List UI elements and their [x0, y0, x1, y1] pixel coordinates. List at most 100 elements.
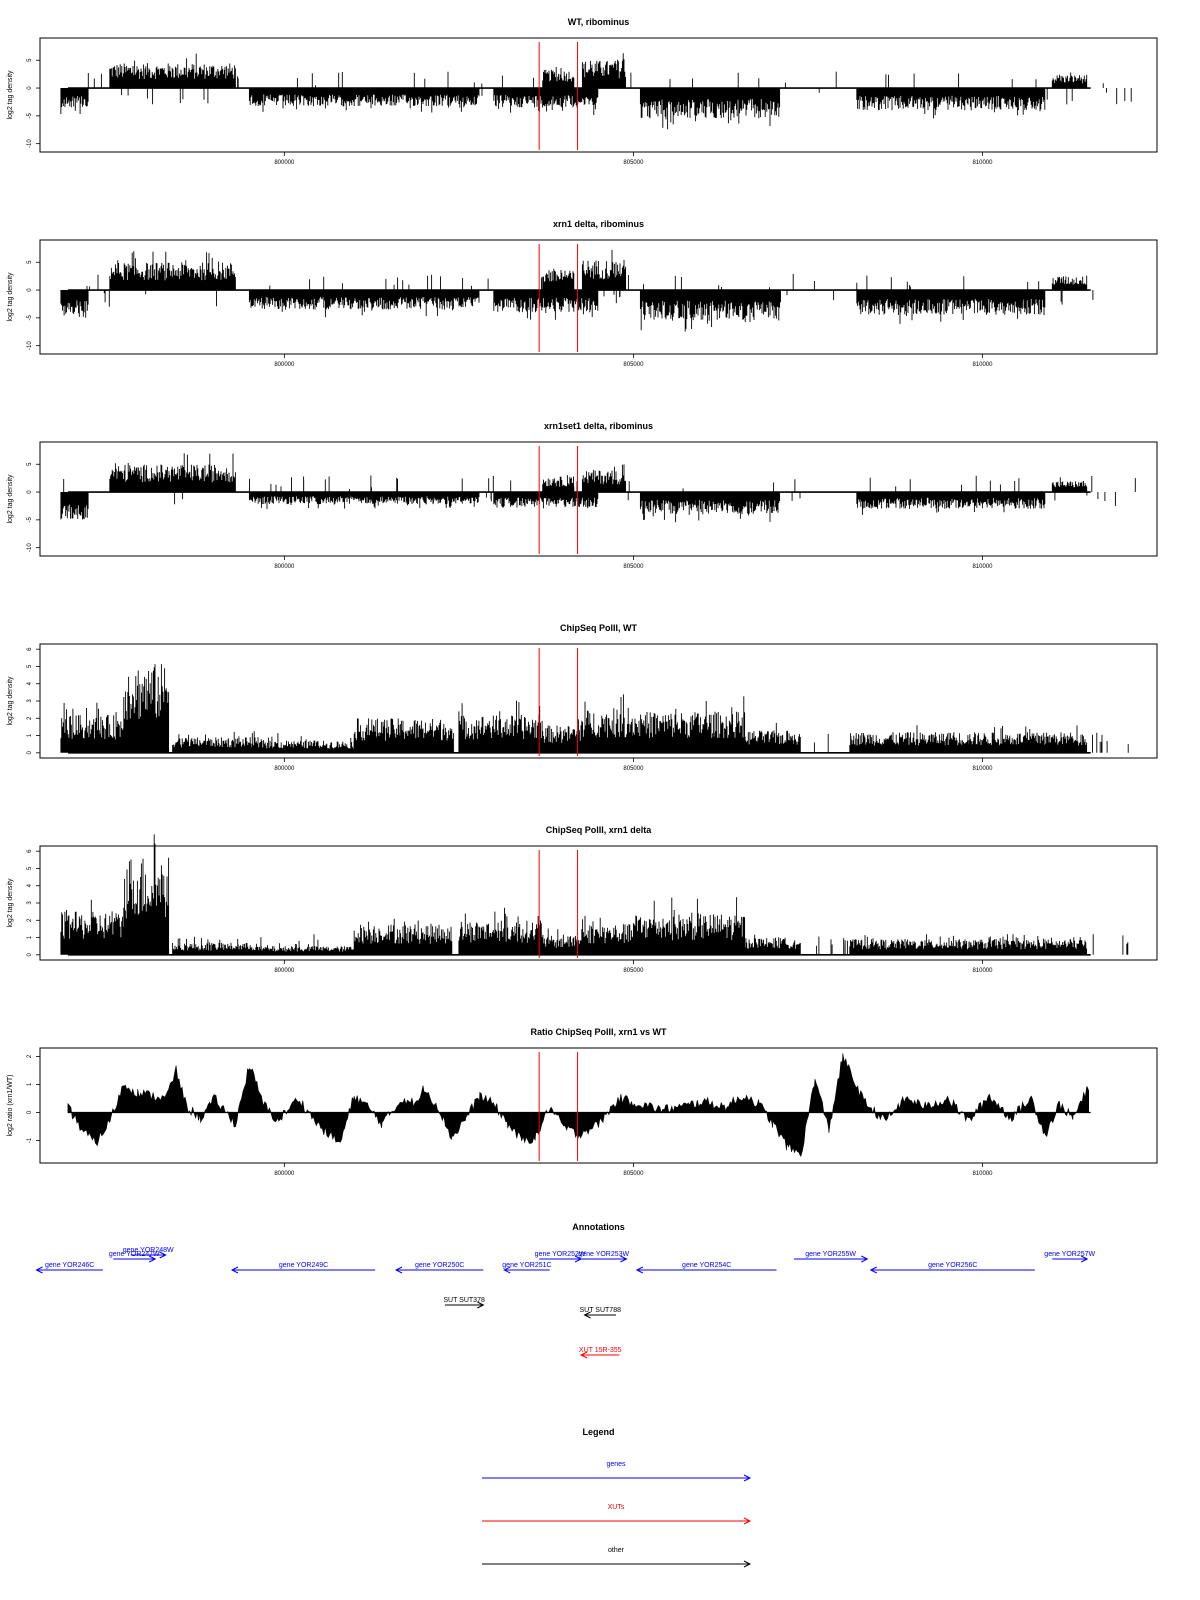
y-tick-label: 5 [27, 260, 33, 264]
gene-arrow-head [1080, 1255, 1089, 1263]
y-tick-label: 0 [27, 86, 33, 90]
x-tick-label: 805000 [623, 160, 644, 166]
plot-frame [39, 239, 1158, 355]
plot-frame [39, 1047, 1158, 1164]
legend-label: XUTs [608, 1504, 625, 1511]
sut-arrow-head [583, 1311, 591, 1319]
plot-frame [39, 37, 1158, 153]
y-tick-label: 0 [27, 952, 33, 956]
gene-arrow-head [620, 1255, 628, 1263]
xut-label: XUT 15R-355 [579, 1347, 622, 1354]
legend-label: genes [606, 1461, 626, 1468]
gene-label: gene YOR246C [45, 1262, 94, 1269]
legend-arrow-head [743, 1560, 752, 1568]
y-tick-label: 1 [27, 1082, 33, 1086]
y-tick-label: -1 [27, 1137, 33, 1143]
legend-arrow-head [743, 1517, 752, 1525]
ratio-area [67, 1053, 1089, 1157]
legend-label: other [608, 1547, 625, 1554]
y-tick-label: 0 [27, 490, 33, 494]
gene-label: gene YOR252W [535, 1251, 586, 1258]
signal-bars [60, 453, 1136, 523]
y-axis-label: log2 tag density [7, 474, 14, 524]
y-tick-label: 1 [27, 733, 33, 737]
x-tick-label: 805000 [623, 766, 644, 772]
legend-title: Legend [582, 1427, 614, 1437]
y-tick-label: 0 [27, 1110, 33, 1114]
y-tick-label: 2 [27, 716, 33, 720]
x-tick-label: 805000 [623, 564, 644, 570]
gene-arrow-head [35, 1266, 43, 1274]
y-tick-label: -5 [27, 315, 33, 321]
panel-3: xrn1set1 delta, ribominus log2 tag densit… [7, 421, 1158, 570]
panel-title: WT, ribominus [568, 17, 630, 27]
x-tick-label: 800000 [274, 968, 295, 974]
x-tick-label: 810000 [972, 968, 993, 974]
y-tick-label: 4 [27, 883, 33, 887]
x-tick-label: 800000 [274, 362, 295, 368]
x-tick-label: 800000 [274, 766, 295, 772]
gene-arrow-head [503, 1266, 511, 1274]
y-axis-label: log2 tag density [7, 676, 14, 726]
panel-2: xrn1 delta, ribominus log2 tag density -10… [7, 219, 1158, 368]
x-tick-label: 800000 [274, 1171, 295, 1177]
gene-arrow-head [861, 1255, 869, 1263]
gene-arrow-head [869, 1266, 877, 1274]
panel-title: xrn1set1 delta, ribominus [544, 421, 653, 431]
y-tick-label: -10 [27, 139, 33, 148]
gene-arrow-head [159, 1251, 167, 1259]
gene-label: gene YOR256C [928, 1262, 977, 1269]
sut-arrow-head [477, 1301, 485, 1309]
y-tick-label: 4 [27, 681, 33, 685]
gene-label: gene YOR249C [279, 1262, 328, 1269]
panel-title: Ratio ChipSeq PolII, xrn1 vs WT [530, 1027, 667, 1037]
y-tick-label: -5 [27, 517, 33, 523]
panel-5: ChipSeq PolII, xrn1 delta log2 tag densit… [7, 825, 1158, 974]
y-axis-label: log2 ratio (xrn1/WT) [7, 1075, 14, 1137]
x-tick-label: 810000 [972, 160, 993, 166]
y-tick-label: 0 [27, 288, 33, 292]
y-axis-label: log2 tag density [7, 272, 14, 322]
plot-frame [39, 441, 1158, 557]
x-tick-label: 805000 [623, 362, 644, 368]
sut-label: SUT SUT378 [443, 1297, 485, 1304]
panel-6: Ratio ChipSeq PolII, xrn1 vs WT log2 rati… [7, 1027, 1158, 1177]
y-axis-label: log2 tag density [7, 70, 14, 120]
y-tick-label: 1 [27, 935, 33, 939]
signal-bars [60, 249, 1094, 332]
y-tick-label: 5 [27, 462, 33, 466]
gene-label: gene YOR251C [502, 1262, 551, 1269]
gene-label: gene YOR257W [1044, 1251, 1095, 1258]
panel-1: WT, ribominus log2 tag density -10 -5 0 5 8000… [7, 17, 1158, 166]
gene-label: gene YOR254C [682, 1262, 731, 1269]
y-tick-label: 3 [27, 699, 33, 703]
y-tick-label: 0 [27, 750, 33, 754]
y-tick-label: 2 [27, 1054, 33, 1058]
gene-label: gene YOR248W [123, 1247, 174, 1254]
sut-label: SUT SUT788 [579, 1307, 621, 1314]
x-tick-label: 810000 [972, 1171, 993, 1177]
y-tick-label: -10 [27, 341, 33, 350]
signal-bars [60, 53, 1132, 130]
y-tick-label: 5 [27, 664, 33, 668]
annotations-title: Annotations [572, 1222, 625, 1232]
y-tick-label: 3 [27, 901, 33, 905]
x-tick-label: 800000 [274, 160, 295, 166]
gene-arrow-head [635, 1266, 644, 1274]
xut-arrow-head [579, 1351, 588, 1359]
x-tick-label: 805000 [623, 968, 644, 974]
y-tick-label: 5 [27, 58, 33, 62]
y-tick-label: 5 [27, 866, 33, 870]
x-tick-label: 810000 [972, 362, 993, 368]
gene-arrow-head [394, 1266, 403, 1274]
x-tick-label: 800000 [274, 564, 295, 570]
panel-title: xrn1 delta, ribominus [553, 219, 644, 229]
x-tick-label: 805000 [623, 1171, 644, 1177]
y-tick-label: 6 [27, 849, 33, 853]
legend-arrow-head [743, 1474, 752, 1482]
signal-bars [60, 834, 1129, 955]
panel-title: ChipSeq PolII, xrn1 delta [546, 825, 653, 835]
panel-title: ChipSeq PolII, WT [560, 623, 637, 633]
x-tick-label: 810000 [972, 564, 993, 570]
